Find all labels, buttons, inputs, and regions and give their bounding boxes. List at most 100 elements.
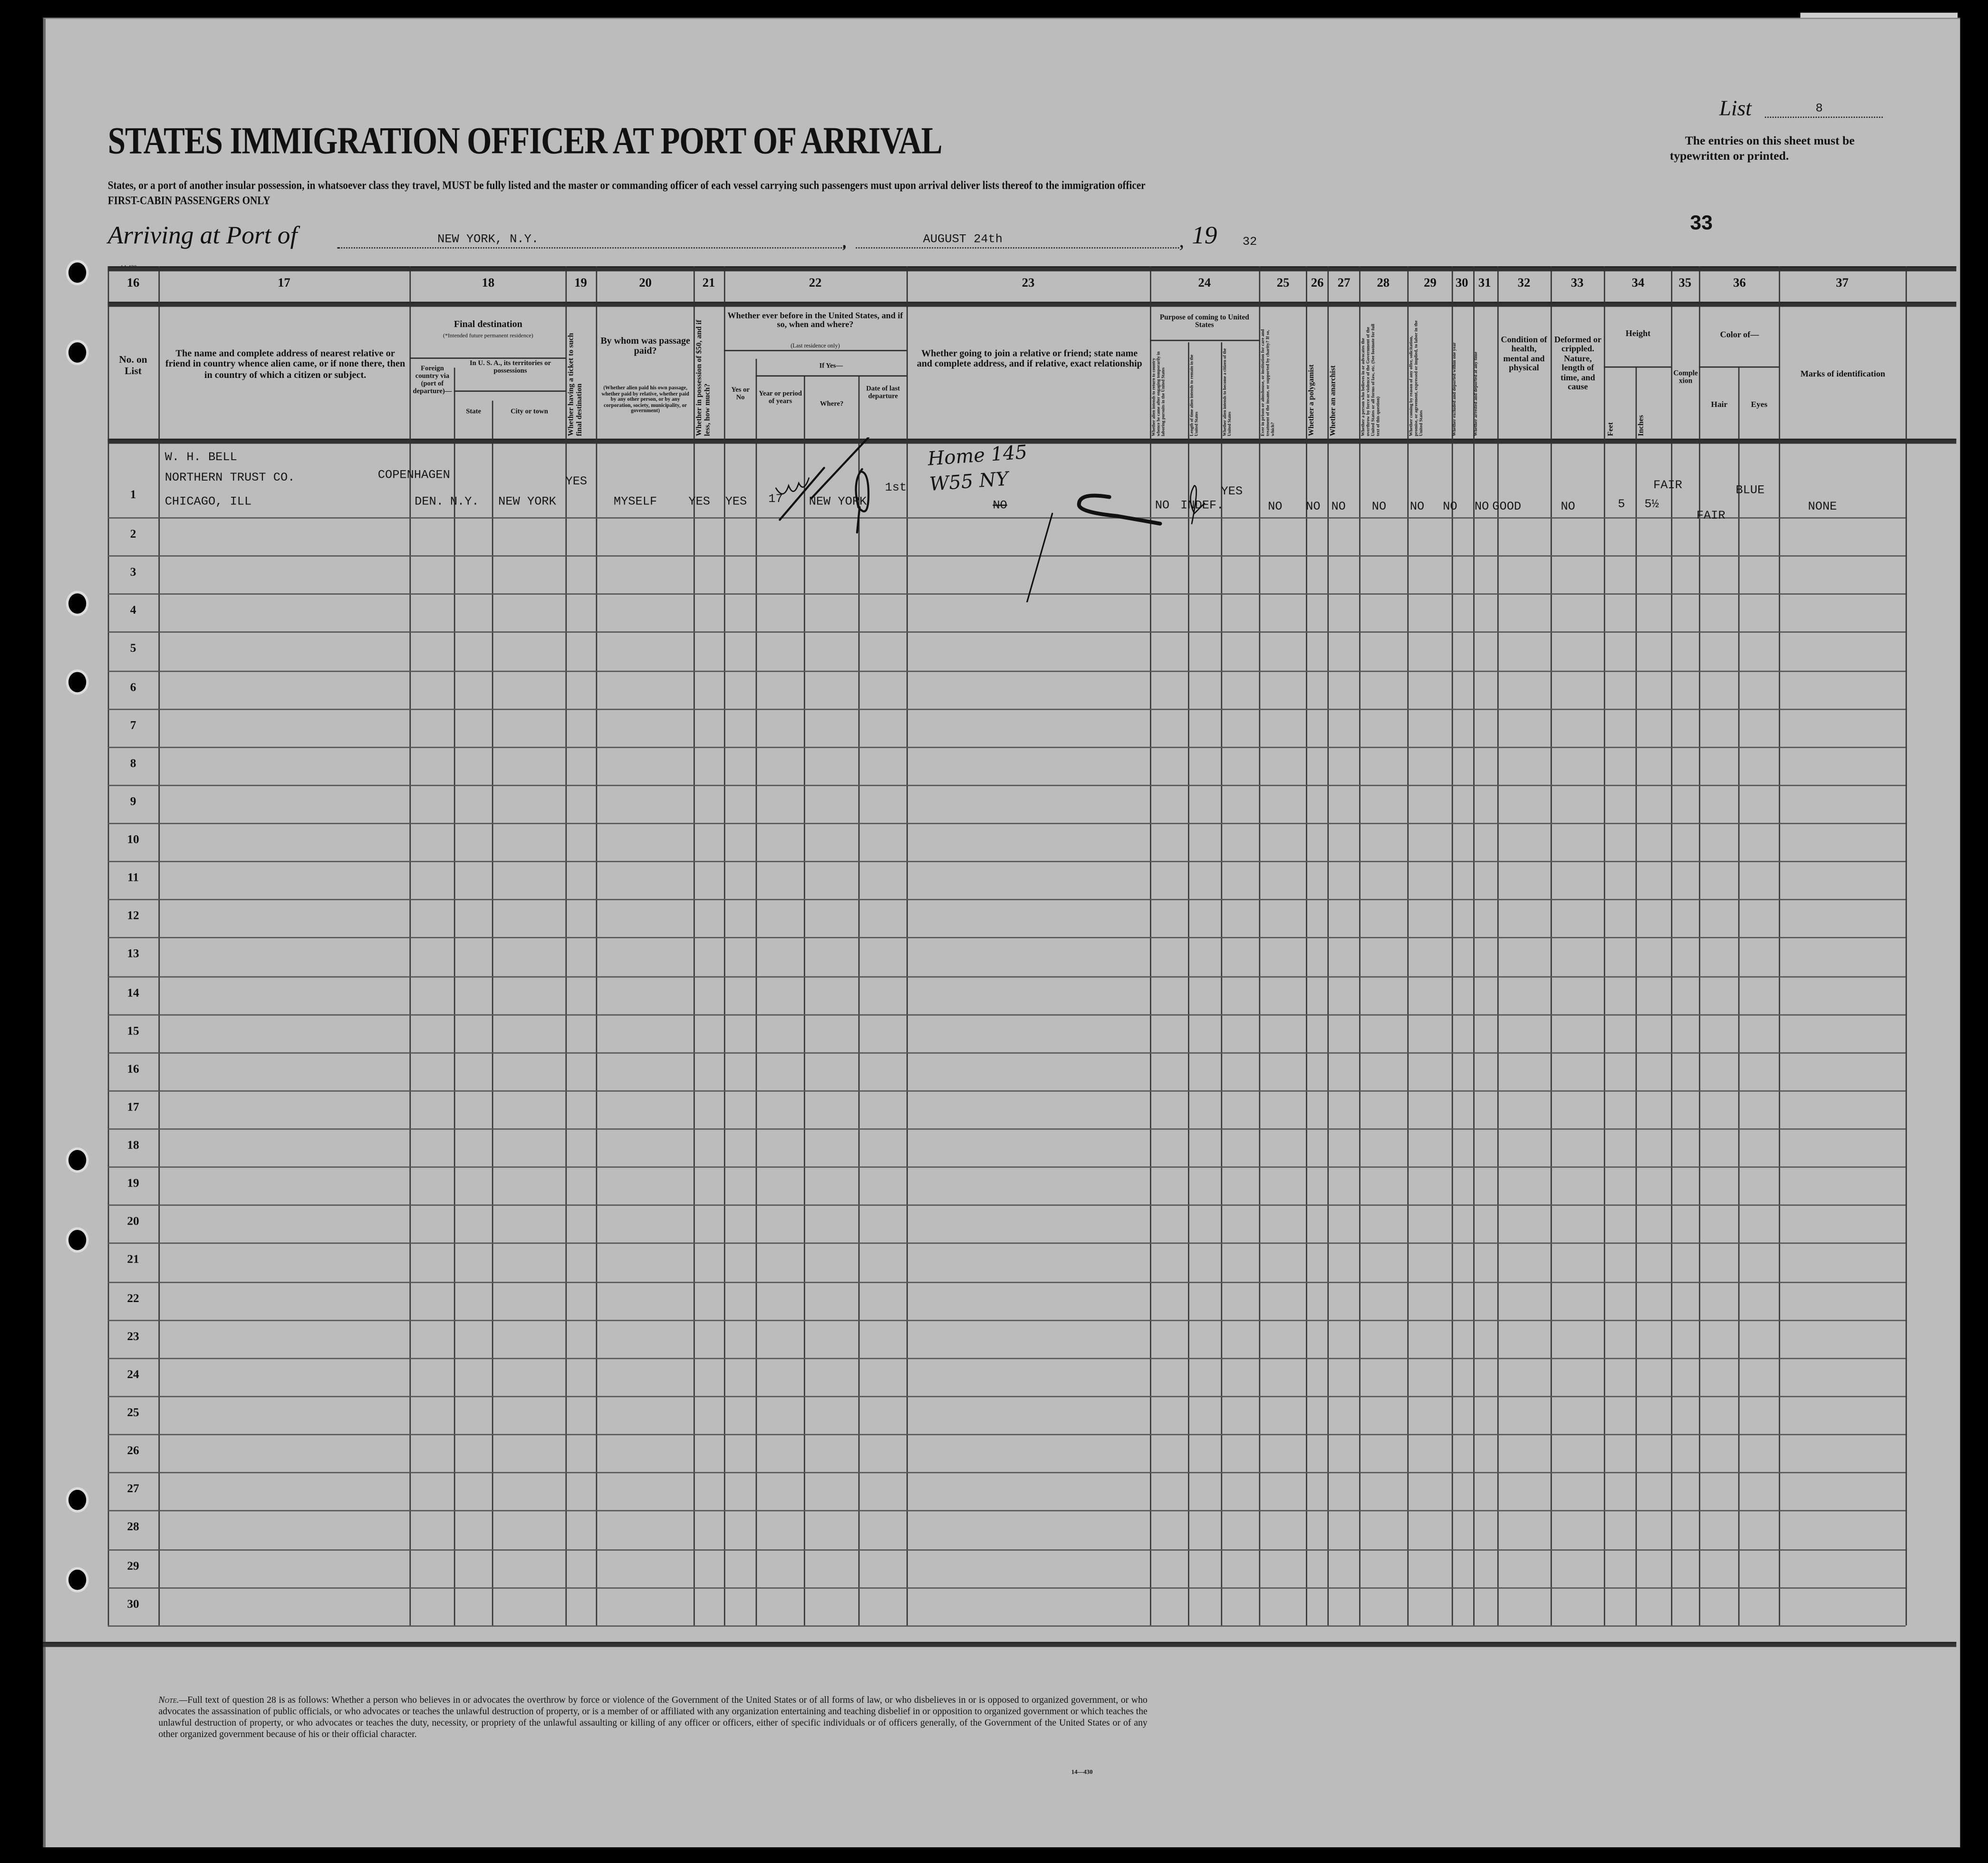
row-rule: [107, 899, 1906, 901]
column-rule: [565, 266, 567, 1626]
eyes-value: BLUE: [1736, 483, 1765, 497]
row-number: 26: [127, 1445, 139, 1458]
column-rule: [1327, 266, 1329, 1626]
column-rule: [1671, 266, 1672, 1626]
header-arrested: Whether arrested and deported at any tim…: [1473, 351, 1478, 436]
header-sub-rule: [755, 375, 907, 377]
header-sub-rule: [1603, 366, 1671, 368]
header-sub-rule: [1698, 366, 1779, 368]
row-rule: [107, 937, 1906, 939]
header-final-destination: Final destination: [454, 318, 522, 330]
last-departure-value: 1st: [885, 480, 907, 495]
header-labor-offer: Whether coming by reason of any offer, s…: [1409, 320, 1424, 436]
header-color-of: Color of—: [1720, 331, 1759, 340]
column-number-17: 17: [278, 276, 290, 290]
port-line: [337, 247, 845, 249]
row-number: 9: [130, 796, 136, 809]
column-number-18: 18: [482, 276, 495, 290]
punch-hole: [66, 669, 89, 695]
paper-sheet: [43, 18, 1960, 1847]
column-number-25: 25: [1276, 276, 1290, 290]
destination-state: N.Y.: [450, 494, 479, 509]
row-rule: [107, 517, 1906, 519]
header-sub-rule: [454, 390, 566, 392]
row-number: 13: [127, 949, 139, 962]
column-rule: [1550, 266, 1552, 1626]
header-feet: Feet: [1607, 422, 1615, 436]
header-ticket: Whether having a ticket to such final de…: [568, 333, 584, 436]
header-in-usa: In U. S. A., its territories or possessi…: [469, 360, 551, 376]
column-number-34: 34: [1631, 276, 1645, 290]
header-if-yes: If Yes—: [819, 362, 843, 370]
row-number: 3: [130, 567, 136, 580]
page-subtitle: States, or a port of another insular pos…: [107, 179, 1146, 192]
header-state: State: [466, 408, 482, 416]
year-suffix: 32: [1242, 234, 1257, 249]
punch-hole: [66, 1147, 89, 1173]
header-final-destination-note: (*Intended future permanent residence): [443, 332, 533, 339]
punch-hole: [66, 339, 89, 366]
height-inches-value: 5½: [1644, 497, 1659, 511]
row-number: 20: [127, 1216, 139, 1229]
subcolumn-rule: [492, 400, 493, 1626]
header-height: Height: [1625, 329, 1651, 339]
row-rule: [107, 1319, 1906, 1321]
row-number: 29: [127, 1560, 139, 1573]
row-number: 21: [127, 1255, 139, 1267]
column-rule: [724, 266, 725, 1626]
header-passage-note: (Whether alien paid his own passage, whe…: [601, 384, 689, 414]
prison-value: NO: [1268, 499, 1283, 514]
column-number-16: 16: [126, 276, 140, 290]
row-rule: [107, 1167, 1906, 1168]
row-number: 7: [130, 719, 136, 733]
subcolumn-rule: [1188, 342, 1189, 1626]
row-rule: [107, 1396, 1906, 1398]
column-number-27: 27: [1337, 276, 1351, 290]
row-rule: [107, 1205, 1906, 1207]
row-number: 24: [127, 1369, 139, 1382]
labor-offer-value: NO: [1409, 499, 1425, 514]
footnote: Note.—Full text of question 28 is as fol…: [158, 1694, 1147, 1739]
footnote-text: Full text of question 28 is as follows: …: [158, 1694, 1148, 1740]
list-number-line: [1765, 116, 1883, 118]
subcolumn-rule: [454, 367, 455, 1626]
row-rule: [107, 1472, 1906, 1474]
subcolumn-rule: [1221, 342, 1223, 1626]
column-number-31: 31: [1478, 276, 1491, 290]
row-rule: [107, 1548, 1906, 1550]
column-number-32: 32: [1517, 276, 1531, 290]
arriving-label: Arriving at Port of: [107, 222, 298, 250]
column-number-24: 24: [1198, 276, 1211, 290]
row-number: 17: [127, 1101, 139, 1115]
pen-strike-marks: [779, 437, 870, 521]
column-rule: [1451, 266, 1453, 1626]
row-number: 18: [127, 1139, 139, 1153]
column-number-36: 36: [1733, 276, 1746, 290]
relative-name: W. H. BELL: [164, 450, 237, 464]
header-city: City or town: [511, 408, 548, 416]
foreign-country-abbr: DEN.: [415, 494, 444, 509]
subcolumn-rule: [1738, 367, 1740, 1626]
column-number-26: 26: [1311, 276, 1324, 290]
row-number: 10: [127, 834, 139, 847]
row-rule: [107, 1281, 1906, 1283]
anarchist-value: NO: [1331, 499, 1346, 514]
row-number: 6: [130, 681, 136, 695]
row-rule: [107, 1052, 1906, 1053]
row-number: 12: [127, 910, 139, 924]
joining-value: NO: [993, 498, 1007, 512]
header-sub-rule: [724, 350, 907, 351]
row-rule: [107, 784, 1906, 786]
header-complexion: Complexion: [1673, 370, 1698, 386]
column-number-33: 33: [1571, 276, 1584, 290]
column-rule: [1603, 266, 1605, 1626]
before-in-us-value: YES: [725, 494, 747, 509]
health-value: GOOD: [1492, 499, 1522, 514]
punch-hole: [66, 1567, 89, 1593]
header-inches: Inches: [1638, 415, 1646, 436]
header-hair: Hair: [1711, 400, 1727, 410]
header-year: Year or period of years: [759, 390, 802, 406]
date-value: AUGUST 24th: [923, 232, 1003, 246]
header-foreign-country: Foreign country via (port of departure)—: [413, 365, 452, 396]
